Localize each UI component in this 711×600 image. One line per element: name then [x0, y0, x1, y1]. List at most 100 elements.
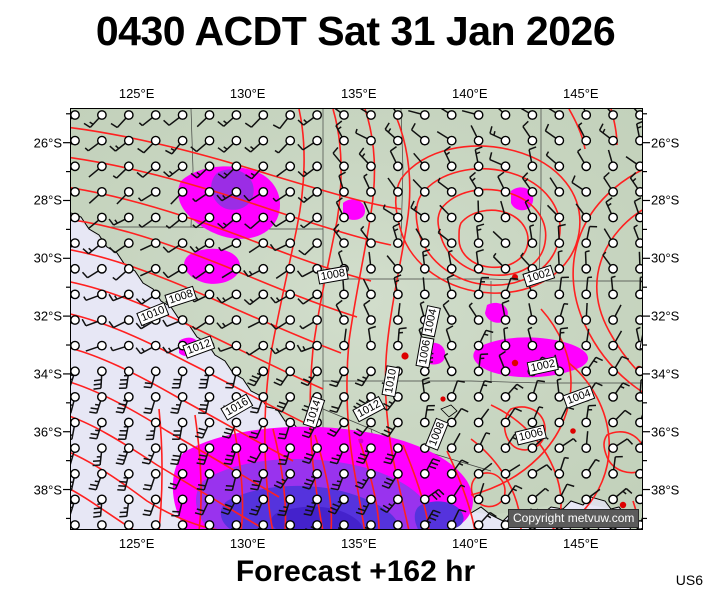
wind-barb	[419, 458, 441, 479]
wind-barb	[554, 276, 569, 300]
wind-barb	[603, 171, 618, 197]
wind-barb	[335, 120, 349, 146]
wind-barb	[71, 494, 80, 515]
wind-barb	[89, 417, 107, 440]
wind-barb	[339, 328, 349, 351]
wind-barb	[300, 366, 323, 387]
wind-barb	[500, 299, 511, 325]
wind-barb	[358, 147, 376, 172]
wind-barb	[273, 366, 296, 386]
wind-barb	[216, 187, 242, 202]
wind-barb	[162, 315, 188, 327]
wind-barb	[608, 382, 630, 402]
wind-barb	[248, 238, 269, 254]
wind-barb	[389, 145, 403, 172]
wind-barb	[392, 109, 403, 120]
wind-barb	[608, 455, 623, 479]
wind-barb	[443, 352, 457, 377]
wind-barb	[440, 109, 457, 120]
wind-barb	[473, 248, 484, 274]
wind-barb	[608, 355, 630, 377]
wind-barb	[468, 302, 484, 325]
wind-barb	[608, 487, 633, 505]
wind-barb	[334, 109, 349, 120]
wind-barb	[522, 120, 538, 146]
wind-barb	[171, 366, 188, 389]
wind-barb	[353, 417, 376, 437]
wind-barb	[88, 161, 107, 178]
wind-barb	[109, 135, 134, 152]
wind-barb	[576, 148, 592, 172]
wind-barb	[602, 251, 618, 274]
wind-barb	[635, 276, 642, 300]
wind-barb	[329, 443, 349, 465]
wind-barb	[245, 161, 269, 180]
wind-barb	[329, 366, 349, 388]
wind-barb	[275, 263, 296, 280]
wind-barb	[437, 228, 457, 249]
wind-barb	[297, 110, 323, 126]
wind-barb	[554, 302, 569, 325]
wind-barb	[548, 109, 565, 120]
wind-barb	[277, 417, 296, 440]
wind-barb	[196, 443, 215, 465]
wind-barb	[527, 487, 550, 505]
wind-barb	[198, 366, 215, 389]
wind-barb	[527, 303, 538, 325]
wind-barb	[218, 238, 242, 252]
city-marker	[570, 428, 576, 434]
wind-barb	[527, 464, 553, 479]
wind-barb	[500, 277, 519, 300]
wind-barb	[446, 432, 461, 453]
wind-barb	[190, 135, 215, 153]
wind-barb	[380, 494, 403, 514]
wind-barb	[500, 383, 524, 402]
wind-barb	[473, 432, 491, 453]
wind-barb	[303, 494, 323, 517]
wind-barb	[142, 468, 161, 491]
wind-barb	[338, 171, 349, 197]
wind-barb	[135, 340, 161, 355]
wind-barb	[359, 109, 376, 120]
wind-barb	[473, 511, 497, 529]
wind-barb	[136, 161, 161, 178]
wind-barb	[108, 238, 134, 254]
wind-barb	[145, 417, 161, 441]
weather-map[interactable]: 1008 1010 1012 1016 1014 1012 1008 1004 1006 1010…	[70, 108, 643, 530]
wind-barb	[581, 356, 604, 377]
wind-barb	[327, 494, 349, 515]
wind-barb	[635, 251, 642, 274]
wind-barb	[554, 223, 566, 249]
wind-barb	[71, 161, 80, 172]
wind-barb	[92, 443, 107, 467]
wind-barb	[192, 212, 215, 229]
wind-barb	[299, 315, 323, 330]
wind-barb	[139, 263, 161, 277]
wind-barb	[473, 380, 492, 402]
wind-barb	[222, 417, 242, 439]
wind-barb	[392, 303, 403, 325]
wind-barb	[500, 326, 511, 351]
wind-barb	[71, 520, 80, 529]
wind-barb	[446, 459, 469, 479]
wind-barb	[143, 366, 161, 389]
wind-barb	[71, 392, 80, 414]
wind-barb	[243, 263, 269, 278]
wind-barb	[500, 464, 521, 479]
wind-barb	[71, 315, 80, 325]
wind-barb	[108, 212, 134, 226]
wind-barb	[217, 340, 242, 353]
wind-barb	[527, 146, 538, 172]
wind-barb	[167, 468, 188, 490]
wind-barb	[581, 276, 593, 300]
wind-barb	[137, 187, 161, 202]
wind-barb	[473, 223, 485, 249]
wind-barb	[110, 340, 134, 352]
wind-barb	[445, 325, 457, 351]
precip-mid-dot-1	[343, 199, 365, 220]
wind-barb	[272, 110, 296, 130]
wind-barb	[71, 340, 80, 351]
lat-tick-label: 28°S	[651, 192, 680, 208]
wind-barb	[608, 409, 632, 428]
wind-barb	[383, 443, 403, 465]
